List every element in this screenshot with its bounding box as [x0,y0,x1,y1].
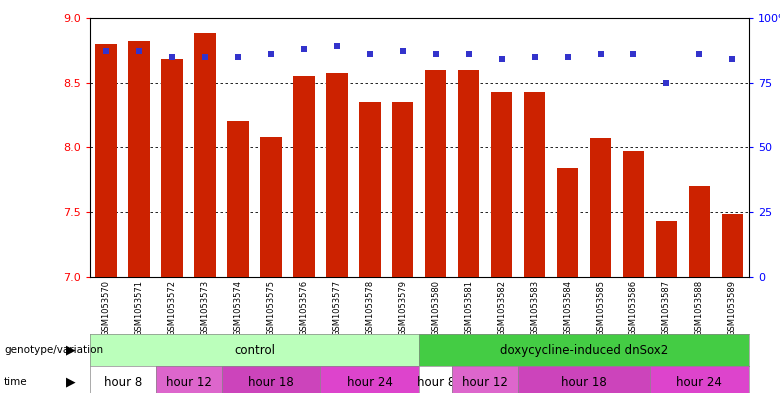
Text: doxycycline-induced dnSox2: doxycycline-induced dnSox2 [500,343,668,357]
Bar [689,186,710,277]
Point [430,51,442,57]
Point [627,51,640,57]
Point [463,51,475,57]
Point [363,51,376,57]
Text: hour 18: hour 18 [248,376,294,389]
Text: ▶: ▶ [66,376,76,389]
Point [298,46,310,52]
Text: time: time [4,377,27,387]
Point [264,51,277,57]
Point [396,48,409,55]
Point [562,53,574,60]
Point [166,53,179,60]
Text: genotype/variation: genotype/variation [4,345,103,355]
Bar [194,33,216,277]
Bar [227,121,249,277]
Point [660,79,672,86]
Text: hour 24: hour 24 [676,376,722,389]
Point [528,53,541,60]
Text: hour 12: hour 12 [463,376,508,389]
Text: ▶: ▶ [66,343,76,357]
Point [495,56,508,62]
Bar [261,137,282,277]
Bar [326,73,348,277]
Bar [458,70,480,277]
Bar [161,59,183,277]
Point [726,56,739,62]
Bar [129,41,150,277]
Point [133,48,145,55]
Bar [557,168,578,277]
Bar [95,44,117,277]
Bar [590,138,612,277]
Bar [491,92,512,277]
Point [199,53,211,60]
Bar [293,76,314,277]
Bar [359,102,381,277]
Point [594,51,607,57]
Point [232,53,244,60]
Bar [425,70,446,277]
Bar [722,213,743,277]
Text: hour 12: hour 12 [165,376,211,389]
Text: hour 24: hour 24 [347,376,393,389]
Bar [656,221,677,277]
Point [331,43,343,50]
Text: hour 8: hour 8 [417,376,455,389]
Bar [622,151,644,277]
Text: control: control [234,343,275,357]
Text: hour 8: hour 8 [104,376,142,389]
Text: hour 18: hour 18 [561,376,607,389]
Point [693,51,706,57]
Point [100,48,112,55]
Bar [524,92,545,277]
Bar [392,102,413,277]
